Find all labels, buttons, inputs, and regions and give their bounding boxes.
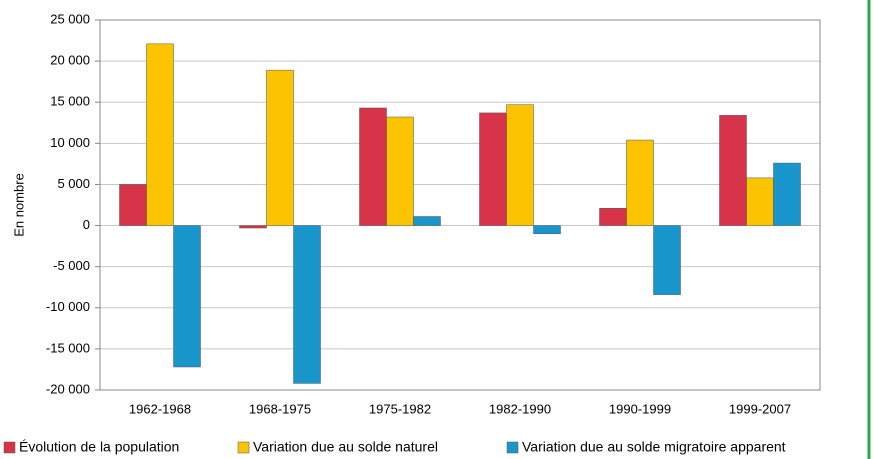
bar: [293, 225, 321, 384]
bar: [359, 107, 387, 226]
y-tick-label: 20 000: [50, 53, 90, 68]
bar: [173, 225, 201, 368]
y-tick-label: 25 000: [50, 11, 90, 26]
bar: [239, 225, 267, 229]
bar: [479, 112, 507, 226]
y-tick-label: 5 000: [57, 176, 90, 191]
bar: [653, 225, 681, 295]
x-tick-label: 1968-1975: [249, 401, 311, 416]
y-tick-label: -15 000: [46, 340, 90, 355]
bar: [599, 208, 627, 226]
bar: [626, 139, 654, 226]
bar: [773, 162, 801, 226]
legend-label: Variation due au solde naturel: [253, 439, 438, 455]
bar: [746, 177, 774, 226]
y-tick-label: -10 000: [46, 299, 90, 314]
bar: [413, 216, 441, 226]
legend-label: Évolution de la population: [19, 439, 179, 455]
legend-label: Variation due au solde migratoire appare…: [522, 439, 786, 455]
legend-swatch: [506, 441, 519, 454]
legend-swatch: [3, 441, 16, 454]
bar: [533, 225, 561, 235]
bar: [386, 116, 414, 226]
y-tick-label: 0: [83, 217, 90, 232]
bar: [719, 115, 747, 226]
x-tick-label: 1975-1982: [369, 401, 431, 416]
bar: [266, 69, 294, 226]
bar: [146, 43, 174, 226]
legend-swatch: [237, 441, 250, 454]
bar: [506, 104, 534, 226]
x-tick-label: 1990-1999: [609, 401, 671, 416]
x-tick-label: 1982-1990: [489, 401, 551, 416]
y-tick-label: -20 000: [46, 381, 90, 396]
plot-frame: [99, 19, 821, 391]
bar: [119, 184, 147, 226]
x-tick-label: 1962-1968: [129, 401, 191, 416]
x-tick-label: 1999-2007: [729, 401, 791, 416]
y-tick-label: 10 000: [50, 135, 90, 150]
y-tick-label: 15 000: [50, 94, 90, 109]
y-axis-label: En nombre: [11, 173, 26, 237]
y-tick-label: -5 000: [53, 258, 90, 273]
